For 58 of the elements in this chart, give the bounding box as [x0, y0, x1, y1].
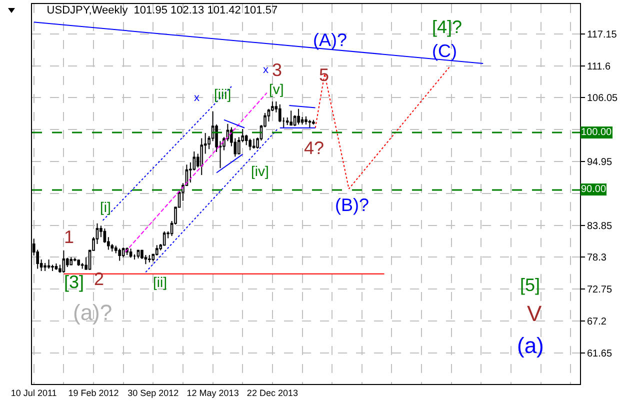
chart-title: USDJPY,Weekly 101.95 102.13 101.42 101.57 [46, 4, 278, 17]
annotation: [iv] [251, 163, 269, 179]
annotation: [v] [269, 81, 284, 97]
x-tick-label: 19 Feb 2012 [68, 388, 119, 398]
annotation: 5 [319, 65, 330, 85]
candlestick [308, 119, 312, 128]
y-tick-label: 83.85 [587, 220, 612, 232]
annotation: (B)? [335, 195, 370, 215]
annotation: 3 [272, 60, 282, 80]
annotation: 2 [94, 269, 104, 289]
candlestick [122, 246, 125, 258]
y-tick-label: 61.65 [587, 348, 612, 360]
annotation: (A)? [313, 30, 348, 50]
annotation: [iii] [214, 86, 232, 102]
annotation: V [527, 301, 542, 326]
candlestick [77, 259, 80, 266]
annotation: [i] [100, 199, 111, 215]
candlestick [144, 254, 148, 265]
annotation: x [263, 64, 269, 76]
x-tick-label: 22 Dec 2013 [246, 388, 298, 398]
candlestick [47, 259, 50, 270]
x-tick-label: 30 Sep 2012 [128, 388, 179, 398]
candlestick [304, 116, 308, 125]
ref-line-label: 100.00 [581, 127, 612, 138]
candlestick [70, 256, 73, 266]
ref-line-label: 90.00 [581, 184, 606, 195]
annotation: 4? [304, 138, 324, 158]
annotation: (C) [432, 41, 457, 61]
annotation: x [194, 92, 200, 104]
candlestick [248, 138, 252, 151]
annotation: [4]? [432, 17, 462, 37]
candlestick [162, 230, 166, 246]
annotation: 1 [64, 227, 74, 247]
y-tick-label: 78.3 [587, 252, 607, 264]
x-tick-label: 12 May 2013 [186, 388, 239, 398]
candlestick [252, 138, 256, 150]
annotation: [ii] [153, 274, 167, 290]
y-tick-label: 94.95 [587, 157, 612, 168]
annotation: [3] [64, 272, 84, 292]
candlestick [73, 257, 76, 262]
x-tick-label: 10 Jul 2011 [10, 388, 57, 398]
y-tick-label: 106.05 [587, 93, 618, 104]
annotation: (a) [517, 333, 544, 358]
y-tick-label: 67.2 [587, 316, 607, 328]
candlestick [62, 250, 66, 274]
candlestick [290, 110, 292, 126]
y-tick-label: 111.6 [587, 61, 611, 72]
y-tick-label: 117.15 [587, 29, 618, 40]
y-tick-label: 72.75 [587, 284, 612, 296]
candlestick [148, 254, 151, 263]
annotation: (a)? [73, 300, 112, 325]
candlestick [44, 262, 46, 272]
candlestick [129, 248, 132, 258]
candlestick [312, 119, 315, 125]
annotation: [5] [520, 275, 540, 295]
candlestick [297, 108, 300, 125]
candlestick [118, 248, 122, 262]
candlestick [54, 263, 58, 270]
